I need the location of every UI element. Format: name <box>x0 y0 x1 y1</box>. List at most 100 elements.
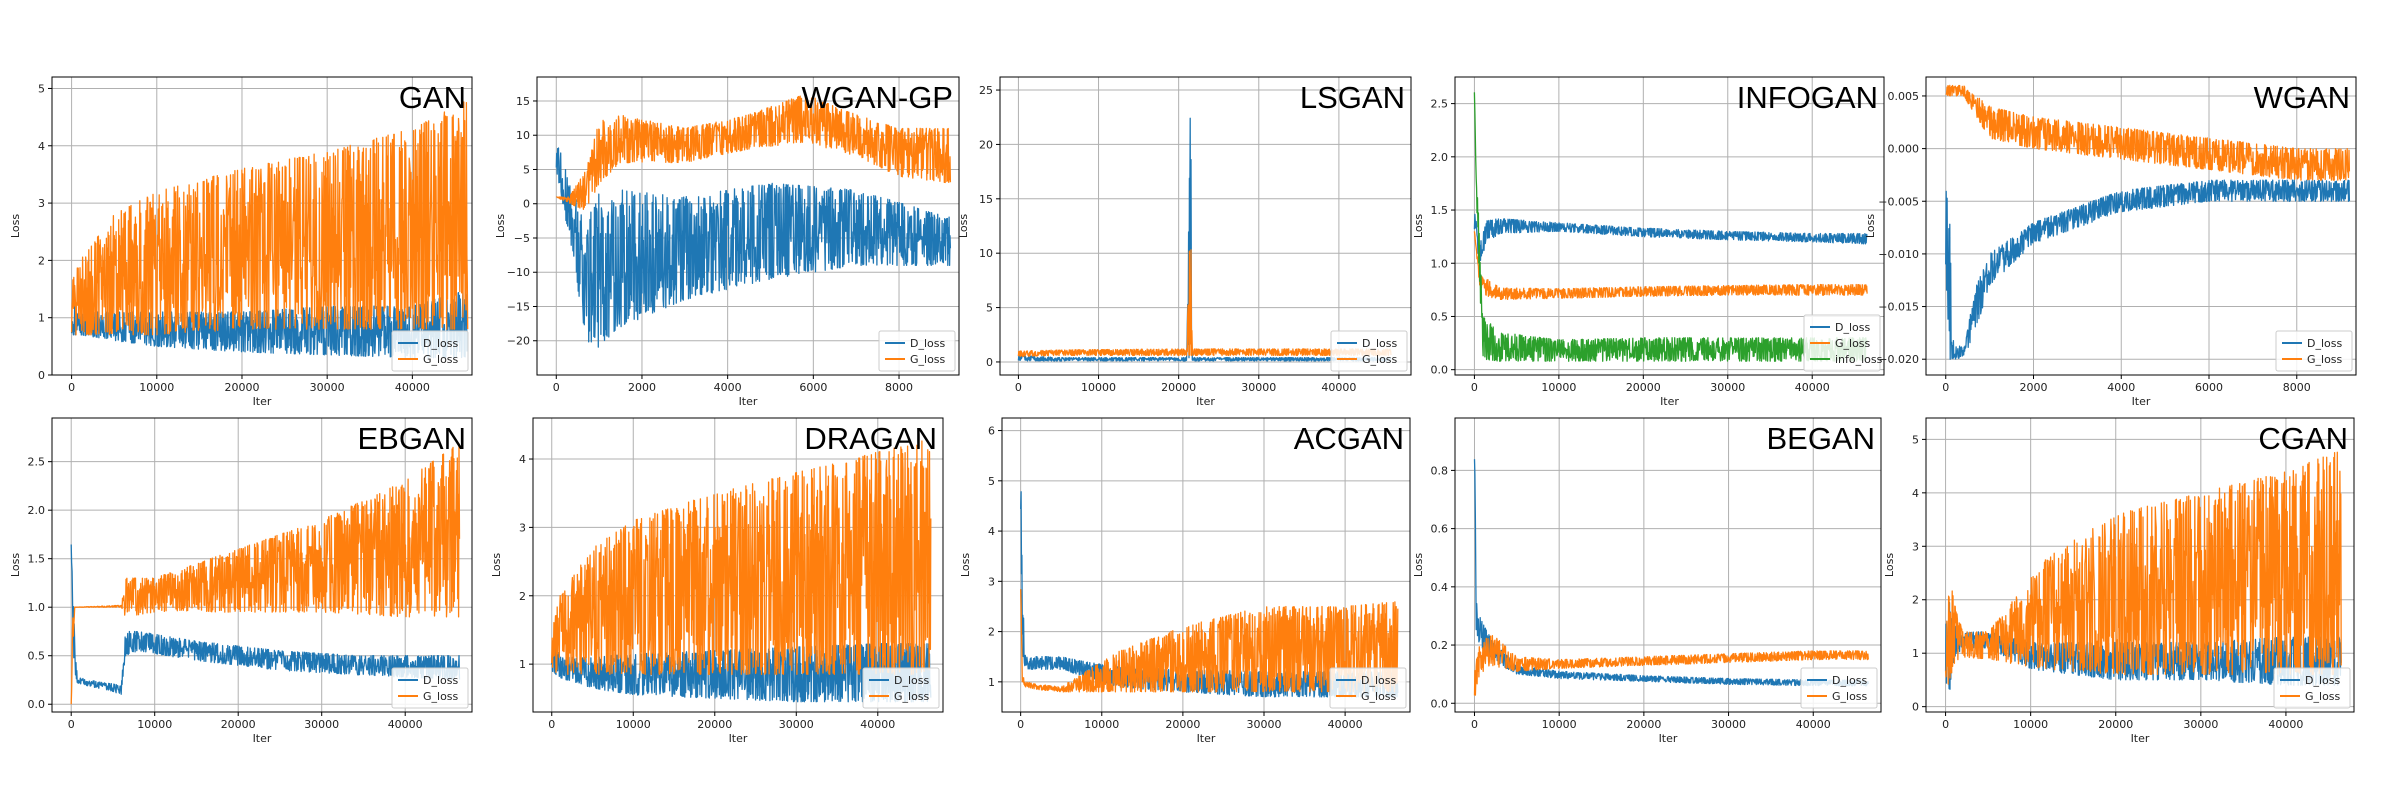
y-tick-label: 5 <box>523 163 530 176</box>
x-tick-label: 40000 <box>1321 381 1356 394</box>
y-tick-label: 4 <box>38 140 45 153</box>
x-tick-label: 30000 <box>1711 718 1746 731</box>
y-tick-label: 5 <box>1912 433 1919 446</box>
y-axis-label: Loss <box>494 214 507 238</box>
x-tick-label: 40000 <box>1795 381 1830 394</box>
y-tick-label: −0.020 <box>1878 353 1919 366</box>
y-axis-label: Loss <box>1412 214 1425 238</box>
y-tick-label: 3 <box>988 575 995 588</box>
legend-box <box>1330 330 1408 372</box>
y-tick-label: 4 <box>519 453 526 466</box>
x-tick-label: 20000 <box>221 718 256 731</box>
plot-frame <box>999 76 1412 376</box>
x-tick-label: 20000 <box>1161 381 1196 394</box>
y-tick-label: 2.0 <box>28 504 46 517</box>
legend: D_loss G_loss <box>2275 330 2353 372</box>
x-axis-label: Iter <box>1660 395 1679 408</box>
chart-title: WGAN-GP <box>801 80 953 115</box>
x-tick-label: 20000 <box>1626 381 1661 394</box>
x-tick-label: 0 <box>548 718 555 731</box>
legend: D_loss G_loss <box>1329 667 1407 709</box>
legend: D_loss G_loss <box>1800 667 1878 709</box>
x-tick-label: 10000 <box>137 718 172 731</box>
x-tick-label: 8000 <box>885 381 913 394</box>
legend-label: D_loss <box>910 337 945 350</box>
x-tick-label: 40000 <box>395 381 430 394</box>
y-tick-label: 6 <box>988 425 995 438</box>
x-tick-label: 40000 <box>1796 718 1831 731</box>
series-line-d-loss <box>1473 459 1869 687</box>
chart-panel-dragan: 0 10000 20000 30000 40000 1 2 3 4 Iter Loss DRAGAN D… <box>490 417 944 745</box>
legend-label: D_loss <box>1362 337 1397 350</box>
series-line-g-loss <box>551 440 932 676</box>
chart-title: GAN <box>399 80 466 115</box>
x-tick-label: 0 <box>1015 381 1022 394</box>
series-line-d-loss <box>1017 117 1392 362</box>
x-tick-label: 2000 <box>628 381 656 394</box>
x-tick-label: 2000 <box>2020 381 2048 394</box>
chart-panel-began: 0 10000 20000 30000 40000 0.0 0.2 0.4 0.6 0.8 Iter… <box>1412 417 1882 745</box>
y-tick-label: 15 <box>516 95 530 108</box>
y-tick-label: −0.005 <box>1878 195 1919 208</box>
x-axis-label: Iter <box>739 395 758 408</box>
legend-label: G_loss <box>423 353 459 366</box>
y-tick-label: 2 <box>1912 594 1919 607</box>
y-tick-label: 3 <box>38 197 45 210</box>
y-tick-label: −0.010 <box>1878 248 1919 261</box>
series-line-d-loss <box>1945 179 2351 360</box>
legend: D_loss G_loss <box>2273 667 2351 709</box>
series-line-g-loss <box>1017 249 1392 358</box>
x-tick-label: 0 <box>68 381 75 394</box>
x-tick-label: 20000 <box>1626 718 1661 731</box>
y-axis-label: Loss <box>1883 553 1896 577</box>
y-tick-label: 10 <box>979 247 993 260</box>
legend: D_loss G_loss info_loss <box>1803 314 1883 372</box>
y-tick-label: 3 <box>1912 540 1919 553</box>
chart-title: ACGAN <box>1294 421 1404 456</box>
x-tick-label: 0 <box>553 381 560 394</box>
y-tick-label: 5 <box>38 82 45 95</box>
series-line-g-loss <box>1473 635 1869 696</box>
legend-label: G_loss <box>1835 337 1871 350</box>
legend-box <box>2273 667 2351 709</box>
series-line-g-loss <box>1473 231 1868 301</box>
plot-area <box>555 95 952 348</box>
plot-area <box>551 440 932 703</box>
plot-area <box>70 101 469 359</box>
y-tick-label: 2.5 <box>1431 98 1449 111</box>
x-tick-label: 30000 <box>2183 718 2218 731</box>
x-tick-label: 30000 <box>1241 381 1276 394</box>
y-tick-label: 0.5 <box>1431 310 1449 323</box>
y-tick-label: 3 <box>519 521 526 534</box>
x-axis-label: Iter <box>2132 395 2151 408</box>
x-tick-label: 20000 <box>2098 718 2133 731</box>
y-tick-label: 1.5 <box>1431 204 1449 217</box>
chart-panel-wgan-gp: 0 2000 4000 6000 8000 −20 −15 −10 −5 0 5 10 15 Iter Lo… <box>494 76 960 408</box>
y-tick-label: −10 <box>507 266 530 279</box>
x-axis-label: Iter <box>253 395 272 408</box>
chart-title: BEGAN <box>1766 421 1875 456</box>
legend-label: D_loss <box>1832 674 1867 687</box>
plot-frame <box>1925 76 2357 376</box>
y-tick-label: 0.0 <box>1431 364 1449 377</box>
y-axis-label: Loss <box>1864 214 1877 238</box>
chart-title: DRAGAN <box>804 421 937 456</box>
y-tick-label: 2 <box>988 626 995 639</box>
y-tick-label: 2 <box>519 590 526 603</box>
legend-box <box>2275 330 2353 372</box>
y-tick-label: 0 <box>38 369 45 382</box>
legend-label: D_loss <box>1835 321 1870 334</box>
y-tick-label: 5 <box>988 475 995 488</box>
x-axis-label: Iter <box>1197 732 1216 745</box>
plot-area <box>1945 84 2351 360</box>
y-tick-label: 0.000 <box>1888 143 1920 156</box>
legend-label: G_loss <box>1362 353 1398 366</box>
series-line-g-loss <box>1020 589 1399 693</box>
chart-title: CGAN <box>2258 421 2348 456</box>
y-tick-label: 25 <box>979 84 993 97</box>
x-tick-label: 8000 <box>2283 381 2311 394</box>
series-line-info-loss <box>1473 92 1868 362</box>
legend: D_loss G_loss <box>1330 330 1408 372</box>
y-axis-label: Loss <box>959 553 972 577</box>
